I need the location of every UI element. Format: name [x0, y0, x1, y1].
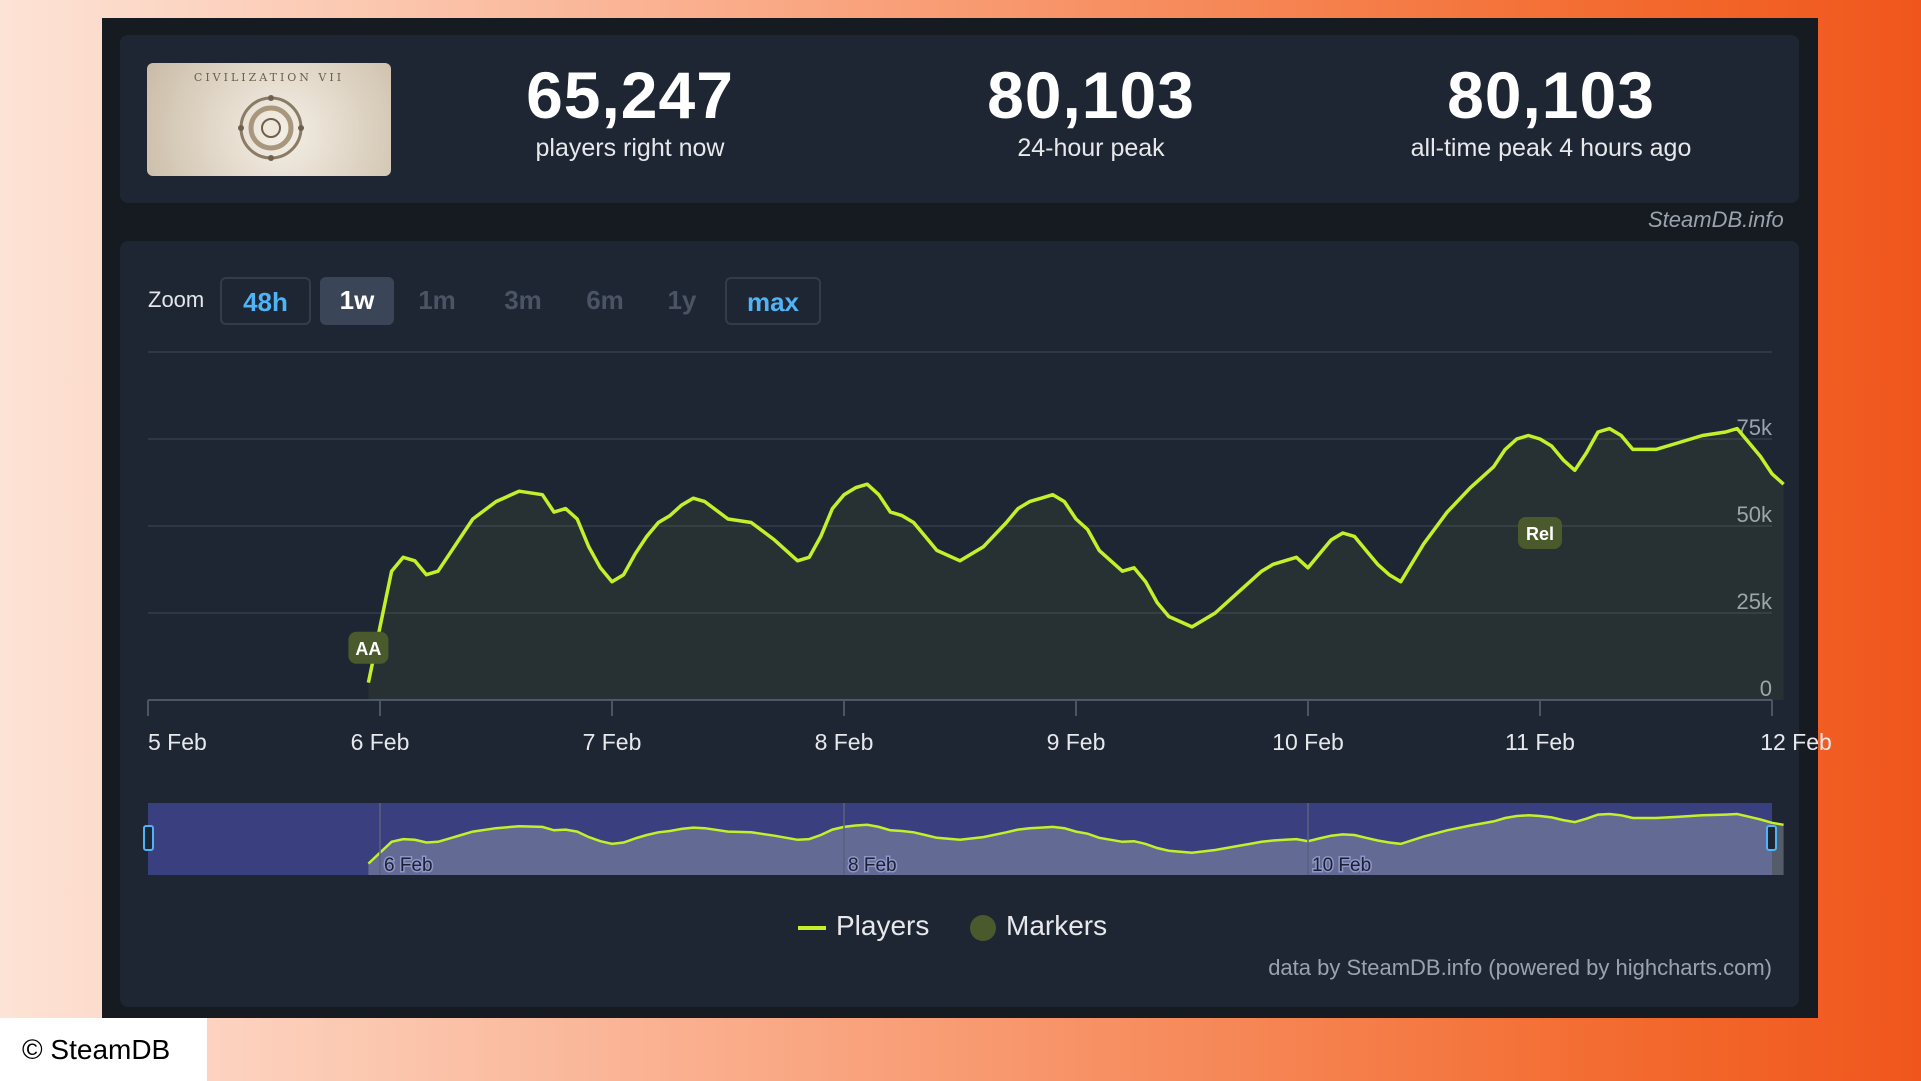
marker-flag	[1518, 516, 1562, 549]
navigator-label: 8 Feb	[848, 855, 897, 876]
y-tick-label: 25k	[1737, 589, 1773, 614]
legend-item-players[interactable]: Players	[798, 906, 929, 946]
x-tick-label: 8 Feb	[815, 729, 874, 755]
navigator-label: 10 Feb	[1312, 855, 1371, 876]
copyright-notice: © SteamDB	[0, 1018, 207, 1081]
current-players-value: 65,247	[526, 58, 734, 132]
game-thumbnail[interactable]: CIVILIZATION VII	[147, 63, 391, 176]
zoom-max-button[interactable]: max	[725, 277, 821, 325]
players-line	[366, 426, 1785, 683]
civilization-emblem-icon	[238, 95, 304, 161]
navigator-line	[367, 812, 1784, 865]
markers-dot-swatch	[970, 914, 996, 941]
all-time-peak-value: 80,103	[1447, 58, 1655, 132]
x-tick-label: 11 Feb	[1505, 729, 1575, 755]
players-area	[368, 428, 1784, 700]
marker-label: AA	[355, 639, 381, 659]
current-players-label: players right now	[535, 134, 725, 162]
players-line-swatch	[798, 925, 826, 930]
powered-by-credit[interactable]: data by SteamDB.info (powered by highcha…	[1268, 955, 1772, 980]
zoom-6m-button[interactable]: 6m	[586, 285, 624, 315]
y-tick-label: 50k	[1737, 502, 1773, 527]
zoom-48h-button[interactable]: 48h	[220, 277, 311, 325]
stat-all-time-peak: 80,103 all-time peak 4 hours ago	[1351, 57, 1751, 163]
zoom-1y-button[interactable]: 1y	[667, 285, 697, 315]
steamdb-credit[interactable]: SteamDB.info	[1648, 207, 1784, 232]
navigator-left-handle[interactable]	[143, 825, 154, 851]
x-tick-label: 12 Feb	[1760, 729, 1832, 755]
chart-card	[120, 241, 1799, 1007]
legend-markers-label: Markers	[1006, 910, 1108, 941]
peak-24h-value: 80,103	[987, 58, 1195, 132]
legend-item-markers[interactable]: Markers	[970, 906, 1107, 946]
stat-current-players: 65,247 players right now	[430, 57, 830, 163]
marker-flag	[348, 631, 389, 664]
thumbnail-title: CIVILIZATION VII	[193, 71, 345, 84]
zoom-3m-button[interactable]: 3m	[504, 285, 542, 315]
x-tick-label: 7 Feb	[583, 729, 642, 755]
stats-header: CIVILIZATION VII 65,247 players right no…	[120, 35, 1799, 203]
navigator-label: 6 Feb	[384, 855, 433, 876]
navigator-area	[368, 814, 1784, 875]
navigator-right-handle[interactable]	[1766, 825, 1777, 851]
legend-players-label: Players	[836, 910, 930, 941]
stat-24h-peak: 80,103 24-hour peak	[891, 57, 1291, 163]
zoom-1w-button[interactable]: 1w	[320, 277, 394, 325]
x-tick-label: 6 Feb	[351, 729, 410, 755]
x-tick-label: 9 Feb	[1047, 729, 1106, 755]
peak-24h-label: 24-hour peak	[1017, 134, 1165, 162]
zoom-label: Zoom	[148, 287, 205, 312]
zoom-1m-button[interactable]: 1m	[418, 285, 456, 315]
all-time-peak-label: all-time peak 4 hours ago	[1410, 134, 1692, 162]
y-tick-label: 0	[1760, 676, 1772, 701]
x-tick-label: 10 Feb	[1272, 729, 1344, 755]
marker-label: Rel	[1526, 524, 1554, 544]
x-tick-label: 5 Feb	[148, 729, 207, 755]
